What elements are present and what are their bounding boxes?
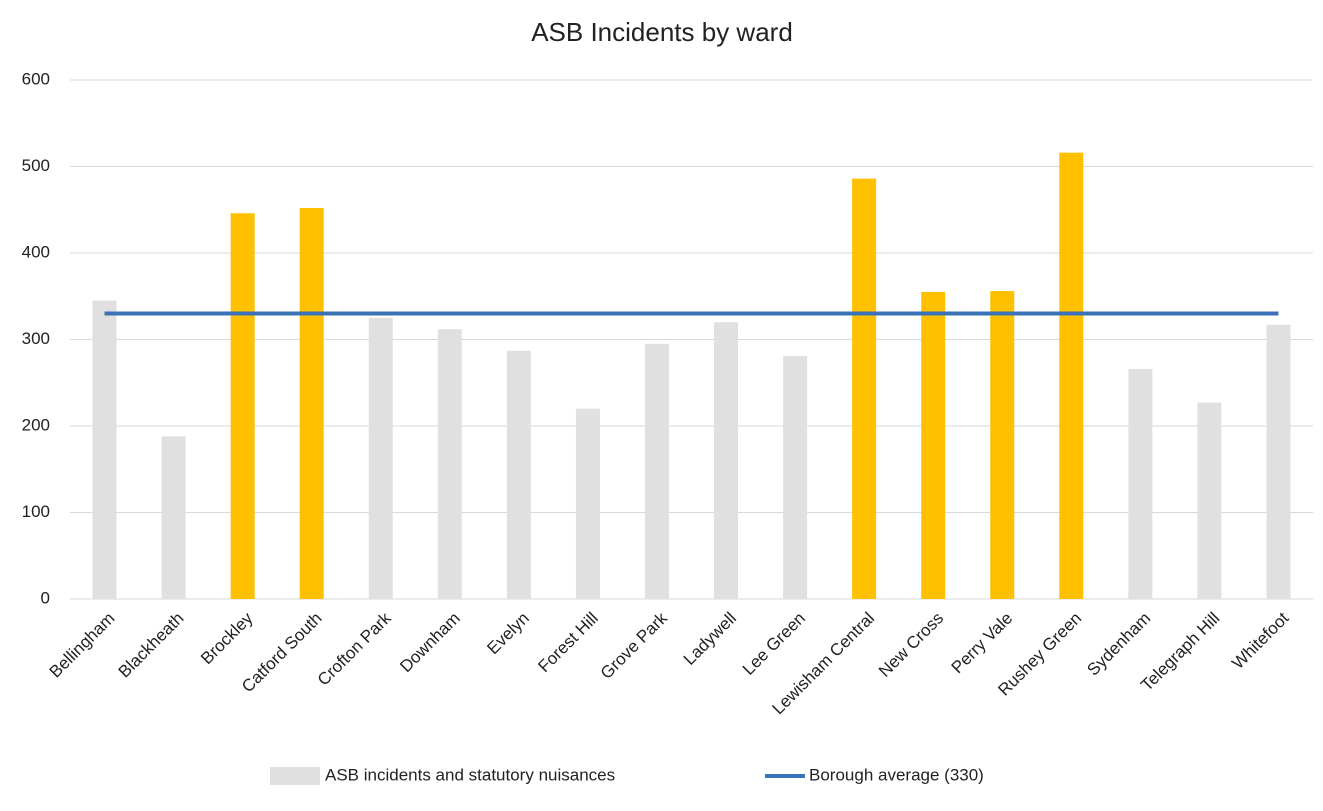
bar	[783, 355, 808, 599]
x-tick-label: Lee Green	[739, 609, 809, 679]
y-tick-label: 300	[22, 329, 50, 348]
y-tick-label: 600	[22, 69, 50, 88]
x-tick-label: Sydenham	[1083, 609, 1154, 680]
x-tick-label: New Cross	[875, 609, 947, 681]
x-tick-label: Bellingham	[46, 609, 119, 682]
x-tick-label: Forest Hill	[534, 609, 602, 677]
bar	[1197, 402, 1222, 599]
chart-title: ASB Incidents by ward	[531, 17, 793, 47]
bar	[1059, 152, 1084, 599]
bar	[230, 213, 255, 599]
x-tick-label: Perry Vale	[948, 609, 1017, 678]
x-tick-label: Crofton Park	[314, 608, 395, 689]
x-tick-label: Evelyn	[483, 609, 533, 659]
bar	[368, 317, 393, 599]
x-tick-label: Ladywell	[680, 609, 740, 669]
bar	[1266, 324, 1291, 599]
bar	[921, 291, 946, 599]
y-tick-label: 500	[22, 156, 50, 175]
legend-label: Borough average (330)	[809, 765, 984, 784]
bar	[437, 329, 462, 599]
y-tick-label: 400	[22, 242, 50, 261]
bar	[852, 178, 877, 600]
y-tick-label: 0	[41, 588, 50, 607]
y-tick-label: 200	[22, 415, 50, 434]
x-tick-label: Blackheath	[115, 609, 188, 682]
x-tick-label: Brockley	[197, 608, 257, 668]
bar	[299, 208, 324, 599]
x-tick-label: Grove Park	[597, 608, 672, 683]
bar	[506, 350, 531, 599]
bar	[161, 436, 186, 599]
bar	[990, 291, 1015, 599]
bar	[644, 343, 669, 599]
x-tick-label: Downham	[396, 609, 464, 677]
bar	[1128, 368, 1153, 599]
bar	[575, 408, 600, 599]
bar	[92, 300, 117, 599]
bar	[714, 322, 739, 599]
legend-swatch	[270, 767, 320, 785]
y-tick-label: 100	[22, 502, 50, 521]
x-tick-label: Whitefoot	[1228, 608, 1292, 672]
legend-label: ASB incidents and statutory nuisances	[325, 765, 615, 784]
